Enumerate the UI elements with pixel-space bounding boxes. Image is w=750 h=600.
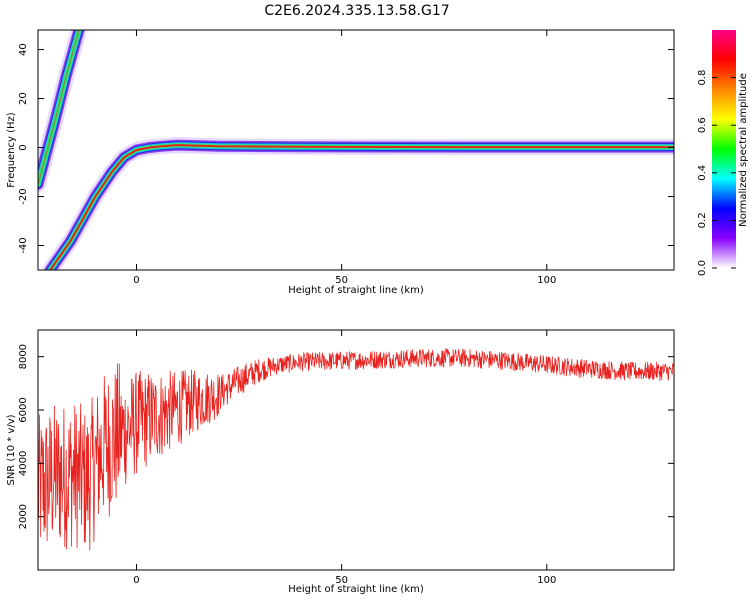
spectrogram-y-tick-label: 0 bbox=[18, 144, 29, 150]
ridge-1-cyan bbox=[47, 142, 674, 270]
spectrogram-panel: 0 50 100 -40 -20 0 20 40 Height of straight li… bbox=[6, 29, 675, 296]
snr-frame bbox=[37, 329, 675, 571]
figure-title: C2E6.2024.335.13.58.G17 bbox=[264, 3, 449, 19]
spectrogram-y-label: Frequency (Hz) bbox=[6, 112, 17, 188]
ridge-0-core bbox=[38, 30, 80, 185]
colorbar-label: Normalized spectral amplitude bbox=[738, 73, 749, 227]
snr-y-ticks: 2000 4000 6000 8000 bbox=[18, 344, 674, 529]
ridge-1-blue bbox=[46, 141, 674, 270]
ridge-1-green bbox=[48, 143, 674, 270]
spectrogram-x-label: Height of straight line (km) bbox=[288, 285, 424, 296]
spectrogram-frame bbox=[37, 29, 675, 271]
snr-x-tick-label: 0 bbox=[133, 575, 139, 586]
colorbar-ticks: 0.0 0.2 0.4 0.6 0.8 bbox=[697, 70, 736, 276]
spectrogram-x-tick-label: 0 bbox=[133, 275, 139, 286]
snr-x-ticks: 0 50 100 bbox=[133, 330, 556, 586]
spectrogram-x-tick-label: 100 bbox=[537, 275, 556, 286]
snr-panel: 0 50 100 2000 4000 6000 8000 Height of straig… bbox=[6, 329, 675, 595]
colorbar-tick-label: 0.2 bbox=[697, 212, 708, 228]
spectrogram-y-ticks: -40 -20 0 20 40 bbox=[18, 43, 674, 254]
spectrogram-x-tick-label: 50 bbox=[335, 275, 348, 286]
spectrogram-y-tick-label: -20 bbox=[18, 188, 29, 204]
spectrogram-y-tick-label: -40 bbox=[18, 237, 29, 253]
snr-x-label: Height of straight line (km) bbox=[288, 584, 424, 595]
colorbar: 0.0 0.2 0.4 0.6 0.8 Normalized spectral ampl… bbox=[697, 30, 749, 276]
spectral-ridges bbox=[38, 30, 674, 270]
colorbar-tick-label: 0.8 bbox=[697, 70, 708, 86]
ridge-1-core bbox=[49, 144, 674, 270]
colorbar-tick-label: 0.4 bbox=[697, 165, 708, 181]
colorbar-gradient bbox=[712, 30, 736, 268]
snr-y-tick-label: 6000 bbox=[18, 397, 29, 422]
snr-x-tick-label: 50 bbox=[335, 575, 348, 586]
colorbar-tick-label: 0.0 bbox=[697, 260, 708, 276]
ridge-1-violet bbox=[44, 139, 674, 270]
snr-y-label: SNR (10 * v/v) bbox=[6, 414, 17, 485]
snr-y-tick-label: 2000 bbox=[18, 504, 29, 529]
colorbar-tick-label: 0.6 bbox=[697, 117, 708, 133]
ridge-1-faint bbox=[42, 137, 674, 270]
spectrogram-y-tick-label: 20 bbox=[18, 92, 29, 105]
snr-y-tick-label: 8000 bbox=[18, 344, 29, 369]
snr-series-line bbox=[37, 348, 675, 551]
spectrogram-x-ticks: 0 50 100 bbox=[133, 30, 556, 286]
snr-y-tick-label: 4000 bbox=[18, 451, 29, 476]
snr-x-tick-label: 100 bbox=[537, 575, 556, 586]
spectrogram-y-tick-label: 40 bbox=[18, 43, 29, 56]
